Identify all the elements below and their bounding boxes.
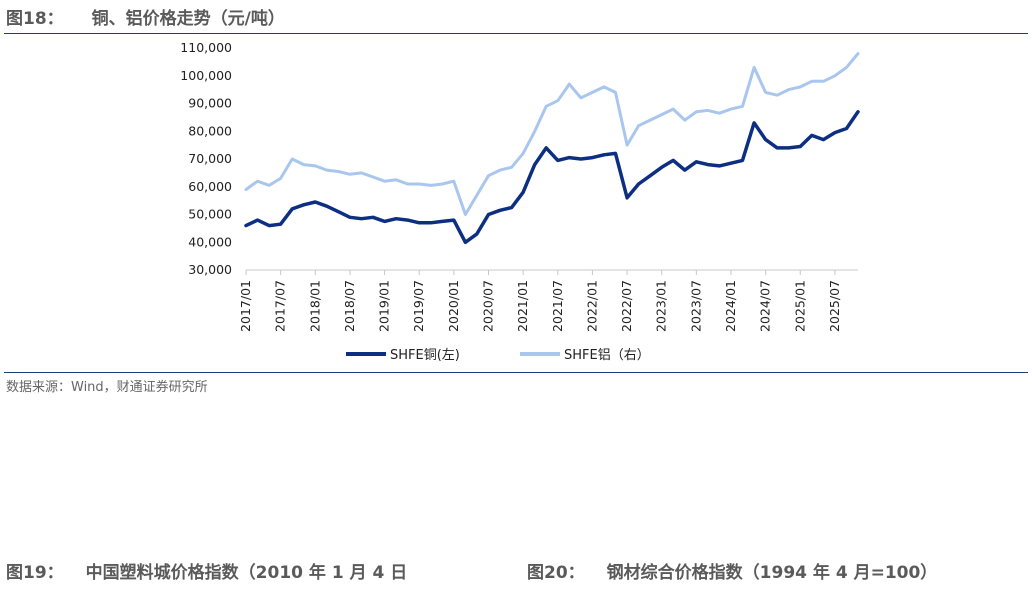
x-tick-label: 2022/01 [584,280,599,332]
y-tick-label: 50,000 [188,207,232,222]
legend-label: SHFE铜(左) [390,348,460,363]
x-tick-label: 2022/07 [619,280,634,332]
figure-title-text: 铜、铝价格走势（元/吨） [91,9,285,29]
next-figure-number-19: 图19： [6,563,64,583]
x-tick-label: 2025/07 [827,280,842,332]
aluminum-series-line [244,52,860,216]
x-tick-label: 2018/01 [307,280,322,332]
y-tick-label: 40,000 [188,234,232,249]
x-tick-label: 2025/01 [792,280,807,332]
x-tick-label: 2021/07 [550,280,565,332]
y-tick-label: 80,000 [188,123,232,138]
figure-number: 图18： [6,9,64,29]
y-axis: 30,000 40,000 50,000 60,000 70,000 80,000 90,0… [180,40,232,277]
x-tick-label: 2020/07 [480,280,495,332]
x-tick-label: 2019/07 [411,280,426,332]
legend-label: SHFE铝（右） [564,348,650,363]
price-chart: 30,000 40,000 50,000 60,000 70,000 80,000 90,0… [180,40,860,363]
x-tick-label: 2023/01 [654,280,669,332]
copper-series-line [244,110,860,245]
legend: SHFE铜(左) SHFE铝（右） [346,348,650,363]
y-tick-label: 70,000 [188,151,232,166]
y-tick-label: 110,000 [180,40,232,55]
x-axis: 2017/01 2017/07 2018/01 2018/07 2019/01 2019/… [238,269,858,332]
x-tick-label: 2019/01 [377,280,392,332]
x-tick-label: 2024/07 [758,280,773,332]
y-tick-label: 90,000 [188,96,232,111]
y-tick-label: 100,000 [180,68,232,83]
next-figure-text-20: 钢材综合价格指数（1994 年 4 月=100） [606,563,938,583]
y-tick-label: 60,000 [188,179,232,194]
next-figure-number-20: 图20： [527,563,585,583]
x-tick-label: 2017/01 [238,280,253,332]
x-tick-label: 2023/07 [688,280,703,332]
x-tick-label: 2024/01 [723,280,738,332]
source-note: 数据来源：Wind，财通证券研究所 [6,380,208,395]
next-figure-title-19: 图19： 中国塑料城价格指数（2010 年 1 月 4 日 [6,558,407,583]
x-tick-label: 2018/07 [342,280,357,332]
series-lines [244,52,860,245]
x-tick-label: 2021/01 [515,280,530,332]
next-figure-text-19: 中国塑料城价格指数（2010 年 1 月 4 日 [85,563,408,583]
bottom-rule [4,372,1028,373]
y-tick-label: 30,000 [188,262,232,277]
figure-title: 图18： 铜、铝价格走势（元/吨） [6,4,285,29]
x-tick-label: 2017/07 [273,280,288,332]
top-rule [4,33,1028,34]
next-figure-title-20: 图20： 钢材综合价格指数（1994 年 4 月=100） [527,558,937,583]
x-tick-label: 2020/01 [446,280,461,332]
